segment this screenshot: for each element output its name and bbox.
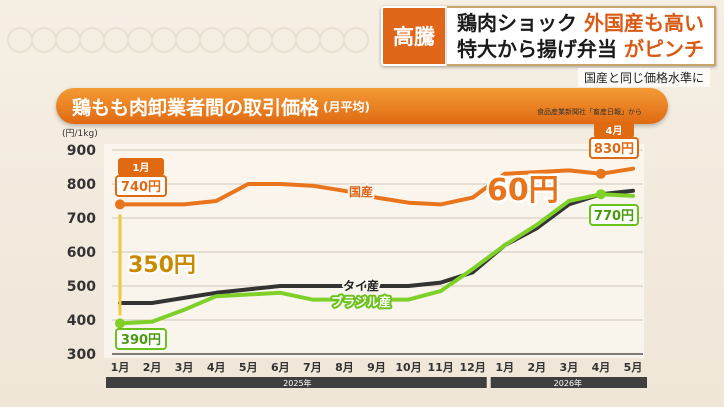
start-point-kokusan — [115, 199, 125, 210]
chart-source: 食品産業新聞社「畜産日報」から — [537, 108, 642, 116]
end-kokusan-label: 830円 — [594, 142, 634, 157]
x-tick-16: 4月 — [592, 361, 611, 374]
y-tick-800: 800 — [67, 177, 96, 193]
chart-title-bar: 鶏もも肉卸業者間の取引価格 (月平均) — [56, 88, 668, 124]
headline-line2-b: がピンチ — [624, 37, 704, 61]
series-line-1 — [118, 166, 635, 207]
x-tick-10: 10月 — [395, 361, 421, 374]
x-tick-4: 4月 — [207, 361, 226, 374]
start-kokusan-label: 740円 — [121, 180, 161, 195]
x-tick-11: 11月 — [427, 361, 453, 374]
plot-area — [104, 144, 644, 358]
year-bar-2025 — [106, 377, 487, 388]
x-tick-17: 5月 — [624, 361, 643, 374]
x-tick-5: 5月 — [239, 361, 258, 374]
x-tick-7: 7月 — [303, 361, 322, 374]
y-tick-700: 700 — [67, 211, 96, 227]
end-month-box — [594, 122, 634, 138]
x-tick-9: 9月 — [367, 361, 386, 374]
start-month-box — [118, 158, 164, 176]
y-tick-500: 500 — [67, 279, 96, 295]
series-label-kokusan: 国産 — [349, 184, 373, 199]
start-month-label: 1月 — [133, 162, 150, 174]
y-tick-600: 600 — [67, 245, 96, 261]
y-tick-400: 400 — [67, 313, 96, 329]
year-label-2026: 2026年 — [554, 378, 582, 388]
end-point-brazil — [595, 189, 606, 200]
end-kokusan-box — [589, 137, 639, 159]
series-label-tai-halo: タイ産 — [343, 278, 379, 293]
x-tick-1: 1月 — [111, 361, 130, 374]
headline-line2-a: 特大から揚げ弁当 — [457, 37, 618, 61]
x-tick-14: 2月 — [527, 361, 546, 374]
x-tick-3: 3月 — [175, 361, 194, 374]
end-point-kokusan — [595, 168, 606, 179]
year-bar-2026 — [490, 377, 647, 388]
y-axis-unit: (円/1kg) — [62, 128, 98, 139]
x-tick-12: 12月 — [460, 361, 486, 374]
gap-start-label: 350円 — [128, 253, 196, 278]
headline-box: 鶏肉ショック 外国産も高い 特大から揚げ弁当 がピンチ — [447, 6, 716, 66]
series-label-kokusan-halo: 国産 — [349, 184, 373, 199]
series-label-brazil-halo: ブラジル産 — [331, 294, 391, 309]
series-line-2 — [118, 188, 635, 305]
x-tick-13: 1月 — [495, 361, 514, 374]
chart-title-note: (月平均) — [323, 99, 370, 114]
x-tick-2: 2月 — [143, 361, 162, 374]
headline-line1-a: 鶏肉ショック — [457, 11, 578, 35]
start-point-brazil — [115, 318, 125, 329]
end-brazil-box — [589, 204, 639, 226]
end-month-label: 4月 — [606, 125, 623, 137]
end-brazil-label: 770円 — [594, 209, 634, 224]
headline-badge: 高騰 — [381, 6, 448, 66]
y-tick-900: 900 — [67, 143, 96, 159]
start-brazil-label: 390円 — [121, 333, 161, 348]
headline-line1: 鶏肉ショック 外国産も高い — [457, 10, 704, 36]
headline: 高騰 鶏肉ショック 外国産も高い 特大から揚げ弁当 がピンチ — [381, 6, 716, 66]
headline-line1-b: 外国産も高い — [584, 11, 704, 35]
start-brazil-box — [115, 328, 167, 350]
series-label-tai: タイ産 — [343, 278, 379, 293]
series-line-3 — [118, 192, 635, 326]
series-label-brazil: ブラジル産 — [331, 294, 391, 309]
year-label-2025: 2025年 — [283, 378, 311, 388]
x-tick-8: 8月 — [335, 361, 354, 374]
x-tick-6: 6月 — [271, 361, 290, 374]
chart-title: 鶏もも肉卸業者間の取引価格 — [72, 96, 320, 119]
headline-line2: 特大から揚げ弁当 がピンチ — [457, 36, 704, 62]
x-tick-15: 3月 — [560, 361, 579, 374]
gap-end-label: 60円 — [487, 173, 559, 208]
headline-subtitle: 国産と同じ価格水準に — [577, 68, 710, 87]
y-tick-300: 300 — [67, 347, 96, 363]
start-kokusan-box — [115, 175, 167, 197]
